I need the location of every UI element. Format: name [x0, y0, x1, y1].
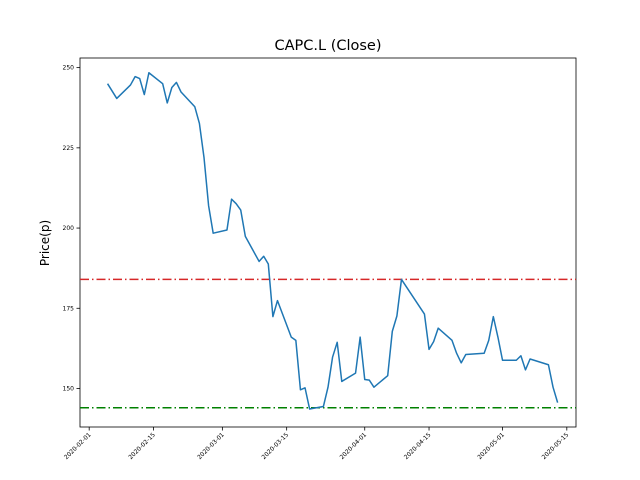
x-tick-label: 2020-03-15: [260, 431, 290, 461]
plot-frame: [79, 57, 577, 428]
y-tick-label: 225: [63, 145, 75, 152]
x-tick-label: 2020-03-01: [196, 431, 226, 461]
y-tick-label: 175: [63, 305, 75, 312]
x-tick-label: 2020-02-15: [127, 431, 157, 461]
x-tick-label: 2020-05-01: [476, 431, 506, 461]
series-line: [106, 72, 559, 410]
plot-area: 150 175 200 225 250 2020-02-01 2020-02-15 2020-…: [63, 57, 577, 461]
y-tick-label: 250: [63, 65, 75, 72]
chart-title: CAPC.L (Close): [274, 38, 381, 54]
x-tick-label: 2020-04-01: [339, 431, 369, 461]
x-tick-label: 2020-02-01: [63, 431, 93, 461]
x-tick-label: 2020-04-15: [403, 431, 433, 461]
y-tick-label: 150: [63, 385, 75, 392]
y-axis-label: Price(p): [38, 220, 52, 266]
y-tick-label: 200: [63, 225, 75, 232]
x-tick-label: 2020-05-15: [541, 431, 571, 461]
